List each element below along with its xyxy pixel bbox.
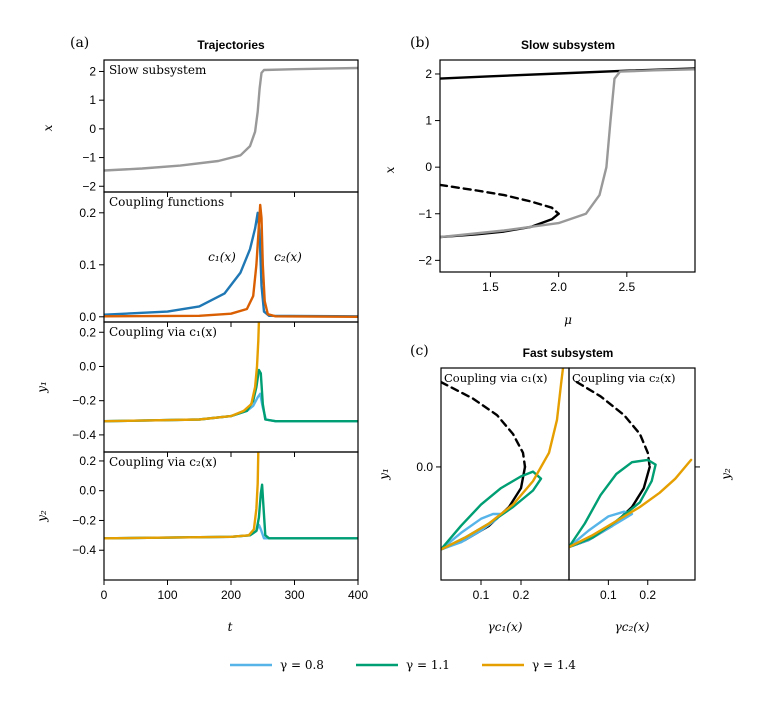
panel-a: (a) Trajectories 2 1 0 −1 −2 Slow subsystem 0… <box>35 35 368 634</box>
c1-annotation: c₁(x) <box>208 250 236 264</box>
b-ylabel: x <box>383 166 397 173</box>
c2-inset-label: Coupling via c₂(x) <box>572 371 675 385</box>
panel-c-label: (c) <box>410 343 429 359</box>
c2-frame <box>568 367 696 581</box>
fast-subsystem-c2-plot: 0.1 0.2 Coupling via c₂(x) <box>568 367 700 602</box>
c2-series-stable <box>569 465 651 549</box>
c1-inset-label: Coupling via c₁(x) <box>444 371 547 385</box>
b-ytick-label: 2 <box>425 67 432 81</box>
legend: γ = 0.8 γ = 1.1 γ = 1.4 <box>230 658 576 672</box>
b-frame <box>439 59 696 273</box>
a1-ytick-label: 0 <box>89 122 96 136</box>
a1-series-x-t- <box>104 66 358 172</box>
a2-ytick-label: 0.0 <box>79 310 96 324</box>
b-ytick-label: 1 <box>425 114 432 128</box>
c-ylabel-left: y₁ <box>377 468 391 481</box>
c1-xlabel: γc₁(x) <box>488 620 523 634</box>
c2-annotation: c₂(x) <box>274 250 302 264</box>
a4-series--1-4 <box>104 452 260 540</box>
a3-ytick-label: −0.2 <box>72 394 96 408</box>
a1-ytick-label: −2 <box>82 179 96 193</box>
a4-xtick-label: 400 <box>348 588 368 602</box>
panel-a-label: (a) <box>70 35 89 51</box>
a1-ytick-label: 2 <box>89 64 96 78</box>
c1-frame <box>440 367 570 581</box>
a4-frame <box>103 451 359 581</box>
b-ytick-label: −2 <box>418 253 432 267</box>
a2-ytick-label: 0.1 <box>79 258 96 272</box>
a-xlabel: t <box>228 620 233 634</box>
a1-ytick-label: −1 <box>82 151 96 165</box>
b-series-unstable-branch <box>440 183 560 215</box>
subpanel-slow-subsystem: 2 1 0 −1 −2 Slow subsystem <box>82 59 359 197</box>
c1-xtick-label: 0.1 <box>473 588 490 602</box>
a4-xtick-label: 200 <box>221 588 241 602</box>
a3-frame <box>103 321 359 453</box>
b-series-trajectory <box>440 68 695 239</box>
a1-ylabel: x <box>41 124 55 131</box>
a3-ytick-label: 0.2 <box>79 325 96 339</box>
panel-c: (c) Fast subsystem 0.0 0.1 0.2 Coupling via… <box>377 343 733 634</box>
a4-ylabel: y₂ <box>35 510 49 523</box>
a2-inset-label: Coupling functions <box>109 195 224 209</box>
b-xlabel: μ <box>564 313 572 327</box>
panel-c-title: Fast subsystem <box>523 346 614 360</box>
legend-label-g14: γ = 1.4 <box>532 658 576 672</box>
a4-xtick-label: 0 <box>101 588 108 602</box>
a2-series-c-x- <box>104 203 358 318</box>
a2-ytick-label: 0.2 <box>79 206 96 220</box>
a4-xtick-label: 100 <box>157 588 177 602</box>
panel-a-title: Trajectories <box>197 38 265 52</box>
c1-series--1-4 <box>441 368 565 551</box>
b-xtick-label: 2.5 <box>618 280 635 294</box>
c-ylabel-right: y₂ <box>719 468 733 481</box>
panel-b-label: (b) <box>410 35 430 51</box>
a1-inset-label: Slow subsystem <box>109 63 207 77</box>
c2-series--1-1 <box>569 458 657 549</box>
c1-ytick-label: 0.0 <box>416 460 433 474</box>
a1-ytick-label: 1 <box>89 93 96 107</box>
a3-ylabel: y₁ <box>35 381 49 394</box>
legend-label-g11: γ = 1.1 <box>406 658 450 672</box>
c2-series--1-4 <box>569 458 693 549</box>
slow-subsystem-plot: 2 1 0 −1 −2 1.5 2.0 2.5 <box>418 59 696 294</box>
a4-series--1-1 <box>104 483 358 540</box>
a4-ytick-label: 0.0 <box>79 484 96 498</box>
c1-series-unstable <box>441 380 527 469</box>
legend-label-g08: γ = 0.8 <box>280 658 324 672</box>
fast-subsystem-c1-plot: 0.0 0.1 0.2 Coupling via c₁(x) <box>416 367 570 602</box>
c2-xtick-label: 0.2 <box>639 588 656 602</box>
a3-ytick-label: −0.4 <box>72 428 96 442</box>
a2-series-c-x- <box>104 211 358 318</box>
a4-ytick-label: −0.4 <box>72 543 96 557</box>
b-ytick-label: −1 <box>418 207 432 221</box>
c2-series-unstable <box>575 380 651 469</box>
a3-series--1-1 <box>104 368 358 423</box>
a3-ytick-label: 0.0 <box>79 359 96 373</box>
subpanel-coupling-via-c1: 0.2 0.0 −0.2 −0.4 Coupling via c₁(x) <box>72 321 359 457</box>
b-xtick-label: 1.5 <box>482 280 499 294</box>
c2-xlabel: γc₂(x) <box>615 620 650 634</box>
a3-inset-label: Coupling via c₁(x) <box>109 325 217 339</box>
a4-ytick-label: −0.2 <box>72 513 96 527</box>
b-xtick-label: 2.0 <box>550 280 567 294</box>
a1-frame <box>103 59 359 193</box>
panel-b-title: Slow subsystem <box>521 38 615 52</box>
c2-xtick-label: 0.1 <box>600 588 617 602</box>
c1-xtick-label: 0.2 <box>513 588 530 602</box>
subpanel-coupling-via-c2: 0.2 0.0 −0.2 −0.4 0 100 200 300 400 Coupling via … <box>72 451 368 602</box>
a4-xtick-label: 300 <box>284 588 304 602</box>
a3-series--1-4 <box>104 322 261 423</box>
a4-inset-label: Coupling via c₂(x) <box>109 455 217 469</box>
panel-b: (b) Slow subsystem 2 1 0 −1 −2 1.5 2.0 2.5 x μ <box>383 35 696 327</box>
b-ytick-label: 0 <box>425 160 432 174</box>
a4-ytick-label: 0.2 <box>79 454 96 468</box>
